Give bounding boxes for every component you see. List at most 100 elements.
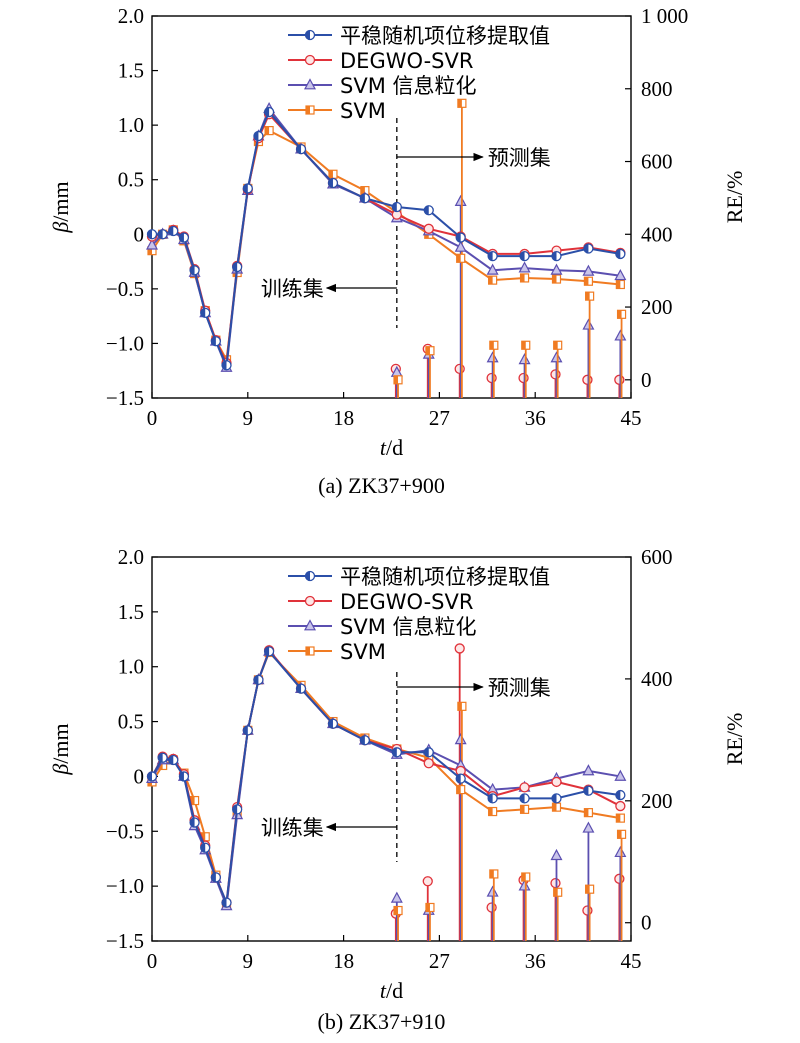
series-point (157, 752, 168, 763)
re-stem-marker (486, 372, 497, 384)
y2-tick-label: 0 (641, 368, 652, 392)
re-stem-marker (518, 879, 531, 891)
series-point (615, 248, 626, 260)
re-stem-marker (454, 363, 465, 375)
re-stem-marker (454, 643, 465, 654)
legend-label: DEGWO-SVR (340, 49, 473, 73)
y2-tick-label: 400 (641, 222, 673, 246)
y-axis-label: β/mm (48, 181, 73, 233)
y2-tick-label: 600 (641, 545, 673, 569)
series-point (295, 683, 307, 694)
legend-marker (304, 29, 316, 41)
series-point (551, 776, 562, 788)
y2-tick-label: 1 000 (641, 4, 688, 28)
y-tick-label: 2.0 (118, 545, 144, 569)
y-tick-label: 0.5 (118, 710, 144, 734)
series-point (582, 764, 595, 776)
legend-label: SVM (340, 99, 386, 123)
series-point (145, 238, 159, 250)
series-point (615, 800, 626, 812)
series-point (327, 718, 339, 729)
series-2 (146, 645, 626, 908)
x-tick-label: 0 (147, 406, 158, 430)
re-stem-marker (553, 887, 563, 897)
legend-label: 平稳随机项位移提取值 (340, 24, 550, 48)
re-stem-marker (486, 902, 497, 913)
series-1 (146, 106, 626, 371)
re-stem-marker (614, 845, 627, 858)
re-stem-marker (582, 905, 593, 916)
legend-label: SVM 信息粒化 (340, 74, 477, 98)
series-point (189, 795, 200, 806)
series-point (168, 754, 179, 766)
re-stem-marker (550, 877, 561, 889)
series-point (486, 263, 499, 275)
y2-tick-label: 0 (641, 911, 652, 935)
re-stem-marker (521, 340, 531, 350)
series-point (582, 264, 595, 276)
series-point (242, 183, 253, 194)
series-point (488, 275, 498, 285)
series-point (210, 872, 222, 883)
legend-entry: SVM (288, 640, 386, 664)
legend-label: 平稳随机项位移提取值 (340, 565, 550, 589)
legend-label: DEGWO-SVR (340, 590, 473, 614)
series-point (455, 232, 466, 243)
legend-marker (304, 595, 316, 607)
plot-frame (151, 15, 632, 399)
series-point (328, 169, 338, 179)
series-point (614, 769, 627, 781)
series-point (519, 273, 530, 283)
legend-entry: SVM 信息粒化 (288, 74, 477, 98)
re-series-1 (390, 643, 625, 941)
series-point (615, 279, 625, 290)
re-stem-marker (550, 848, 563, 861)
x-tick-label: 45 (621, 406, 642, 430)
series-point (423, 205, 434, 216)
y2-tick-label: 800 (641, 77, 673, 101)
series-point (146, 771, 158, 782)
series-point (146, 229, 158, 240)
series-point (423, 758, 434, 769)
series-point (221, 897, 232, 908)
series-point (200, 842, 211, 853)
re-stem-marker (486, 885, 499, 897)
series-point (519, 782, 530, 793)
re-stem-marker (614, 873, 625, 884)
x-tick-label: 36 (525, 949, 546, 973)
series-point (519, 804, 530, 814)
series-point (519, 250, 530, 262)
x-axis-label: t/d (380, 435, 403, 460)
legend-marker (305, 646, 315, 656)
series-point (519, 793, 530, 804)
series-point (178, 771, 190, 782)
re-stem-marker (582, 374, 593, 385)
chart-panel-1: 0 9 18 27 36 45 −1.5 −1.0 −0.5 0 0.5 1.0 1.5 2.0 0 200 4… (48, 4, 747, 498)
x-tick-label: 9 (243, 406, 254, 430)
series-point (614, 268, 627, 281)
series-point (359, 193, 371, 204)
series-point (210, 336, 222, 347)
y-tick-label: 0.5 (118, 168, 144, 192)
series-point (263, 646, 275, 657)
re-stem-marker (550, 351, 563, 363)
y-tick-label: −0.5 (106, 819, 144, 843)
series-3 (145, 102, 627, 372)
series-point (178, 232, 190, 243)
x-axis-label: t/d (380, 978, 403, 1003)
series-point (583, 808, 594, 818)
legend-marker (303, 619, 317, 631)
y-tick-label: 1.0 (118, 655, 144, 679)
x-tick-label: 27 (429, 406, 450, 430)
x-tick-label: 9 (243, 949, 254, 973)
y2-tick-label: 400 (641, 667, 673, 691)
train-set-label: 训练集 (261, 277, 324, 301)
series-point (189, 817, 200, 828)
re-stem-marker (457, 701, 467, 711)
series-point (391, 747, 402, 758)
series-point (423, 747, 434, 758)
series-point (551, 274, 562, 284)
